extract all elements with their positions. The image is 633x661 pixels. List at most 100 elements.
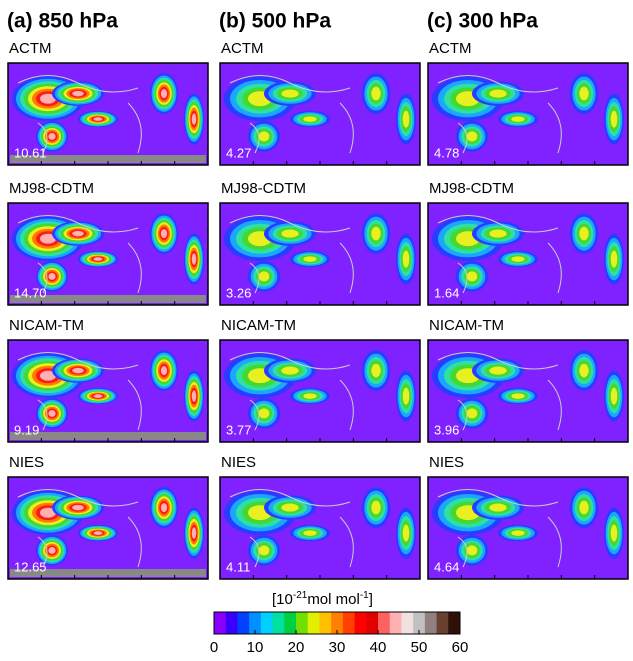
colorbar-tick-label: 50 <box>411 639 428 656</box>
antarctica <box>10 155 206 163</box>
antarctica <box>10 569 206 577</box>
coastline <box>437 352 562 431</box>
colorbar-swatch <box>401 612 414 634</box>
model-label: MJ98-CDTM <box>9 180 94 197</box>
field-contour <box>402 524 410 542</box>
colorbar-tick-label: 0 <box>210 639 218 656</box>
map-panel <box>427 339 629 443</box>
panel-value: 3.77 <box>226 422 251 437</box>
field-contour <box>303 116 317 122</box>
field-contour <box>191 390 197 402</box>
map-panel <box>7 339 209 443</box>
column-header: (b) 500 hPa <box>219 10 331 33</box>
coastline <box>229 215 354 294</box>
field-contour <box>303 530 317 536</box>
field-contour <box>371 226 381 241</box>
field-contour <box>610 524 618 542</box>
panel-value: 3.26 <box>226 285 251 300</box>
colorbar-swatch <box>272 612 285 634</box>
field-contour <box>489 229 507 238</box>
coastline <box>437 489 562 568</box>
column-header: (a) 850 hPa <box>7 10 118 33</box>
colorbar-swatch <box>214 612 227 634</box>
field-contour <box>579 86 589 101</box>
colorbar-swatch <box>448 612 461 634</box>
colorbar-swatch <box>389 612 402 634</box>
model-label: NIES <box>221 454 256 471</box>
field-contour <box>160 89 168 99</box>
colorbar-swatch <box>284 612 297 634</box>
field-contour <box>402 110 410 128</box>
field-contour <box>160 503 168 513</box>
field-contour <box>93 257 103 261</box>
field-contour <box>72 90 84 97</box>
field-contour <box>48 410 56 417</box>
field-contour <box>191 113 197 125</box>
map-panel <box>7 62 209 166</box>
field-contour <box>160 366 168 376</box>
panel-value: 14.70 <box>14 285 47 300</box>
model-label: NICAM-TM <box>429 317 504 334</box>
antarctica <box>10 432 206 440</box>
column-header: (c) 300 hPa <box>427 10 538 33</box>
field-contour <box>402 387 410 405</box>
colorbar-tick-label: 30 <box>329 639 346 656</box>
field-contour <box>281 89 299 98</box>
field-contour <box>160 229 168 239</box>
field-contour <box>48 547 56 554</box>
model-label: NIES <box>9 454 44 471</box>
field-contour <box>258 408 270 419</box>
field-contour <box>489 366 507 375</box>
field-contour <box>258 271 270 282</box>
field-contour <box>466 545 478 556</box>
model-label: ACTM <box>9 40 52 57</box>
panel-value: 10.61 <box>14 145 47 160</box>
panel-value: 3.96 <box>434 422 459 437</box>
field-contour <box>40 93 56 104</box>
map-panel <box>427 62 629 166</box>
colorbar-tick-label: 40 <box>370 639 387 656</box>
field-contour <box>40 233 56 244</box>
field-contour <box>258 545 270 556</box>
field-contour <box>281 366 299 375</box>
coastline <box>229 352 354 431</box>
colorbar-swatch <box>378 612 391 634</box>
panel-value: 1.64 <box>434 285 459 300</box>
panel-value: 12.65 <box>14 559 47 574</box>
colorbar-swatch <box>366 612 379 634</box>
field-contour <box>281 229 299 238</box>
map-panel <box>219 62 421 166</box>
colorbar-swatch <box>225 612 238 634</box>
field-contour <box>258 131 270 142</box>
coastline <box>17 489 142 568</box>
antarctica <box>10 295 206 303</box>
coastline <box>437 215 562 294</box>
panel-value: 9.19 <box>14 422 39 437</box>
field-contour <box>72 230 84 237</box>
colorbar-swatch <box>296 612 309 634</box>
colorbar-swatch <box>436 612 449 634</box>
field-contour <box>511 256 525 262</box>
field-contour <box>579 226 589 241</box>
coastline <box>437 75 562 154</box>
model-label: ACTM <box>221 40 264 57</box>
map-panel <box>219 476 421 580</box>
model-label: NICAM-TM <box>9 317 84 334</box>
model-label: ACTM <box>429 40 472 57</box>
field-contour <box>93 394 103 398</box>
map-panel <box>7 476 209 580</box>
field-contour <box>610 110 618 128</box>
field-contour <box>48 273 56 280</box>
colorbar-swatch <box>424 612 438 634</box>
field-contour <box>610 250 618 268</box>
field-contour <box>511 393 525 399</box>
colorbar-swatch <box>237 612 250 634</box>
panel-value: 4.64 <box>434 559 459 574</box>
coastline <box>17 215 142 294</box>
field-contour <box>281 503 299 512</box>
colorbar-swatch <box>319 612 332 634</box>
field-contour <box>93 117 103 121</box>
field-contour <box>72 367 84 374</box>
model-label: MJ98-CDTM <box>429 180 514 197</box>
